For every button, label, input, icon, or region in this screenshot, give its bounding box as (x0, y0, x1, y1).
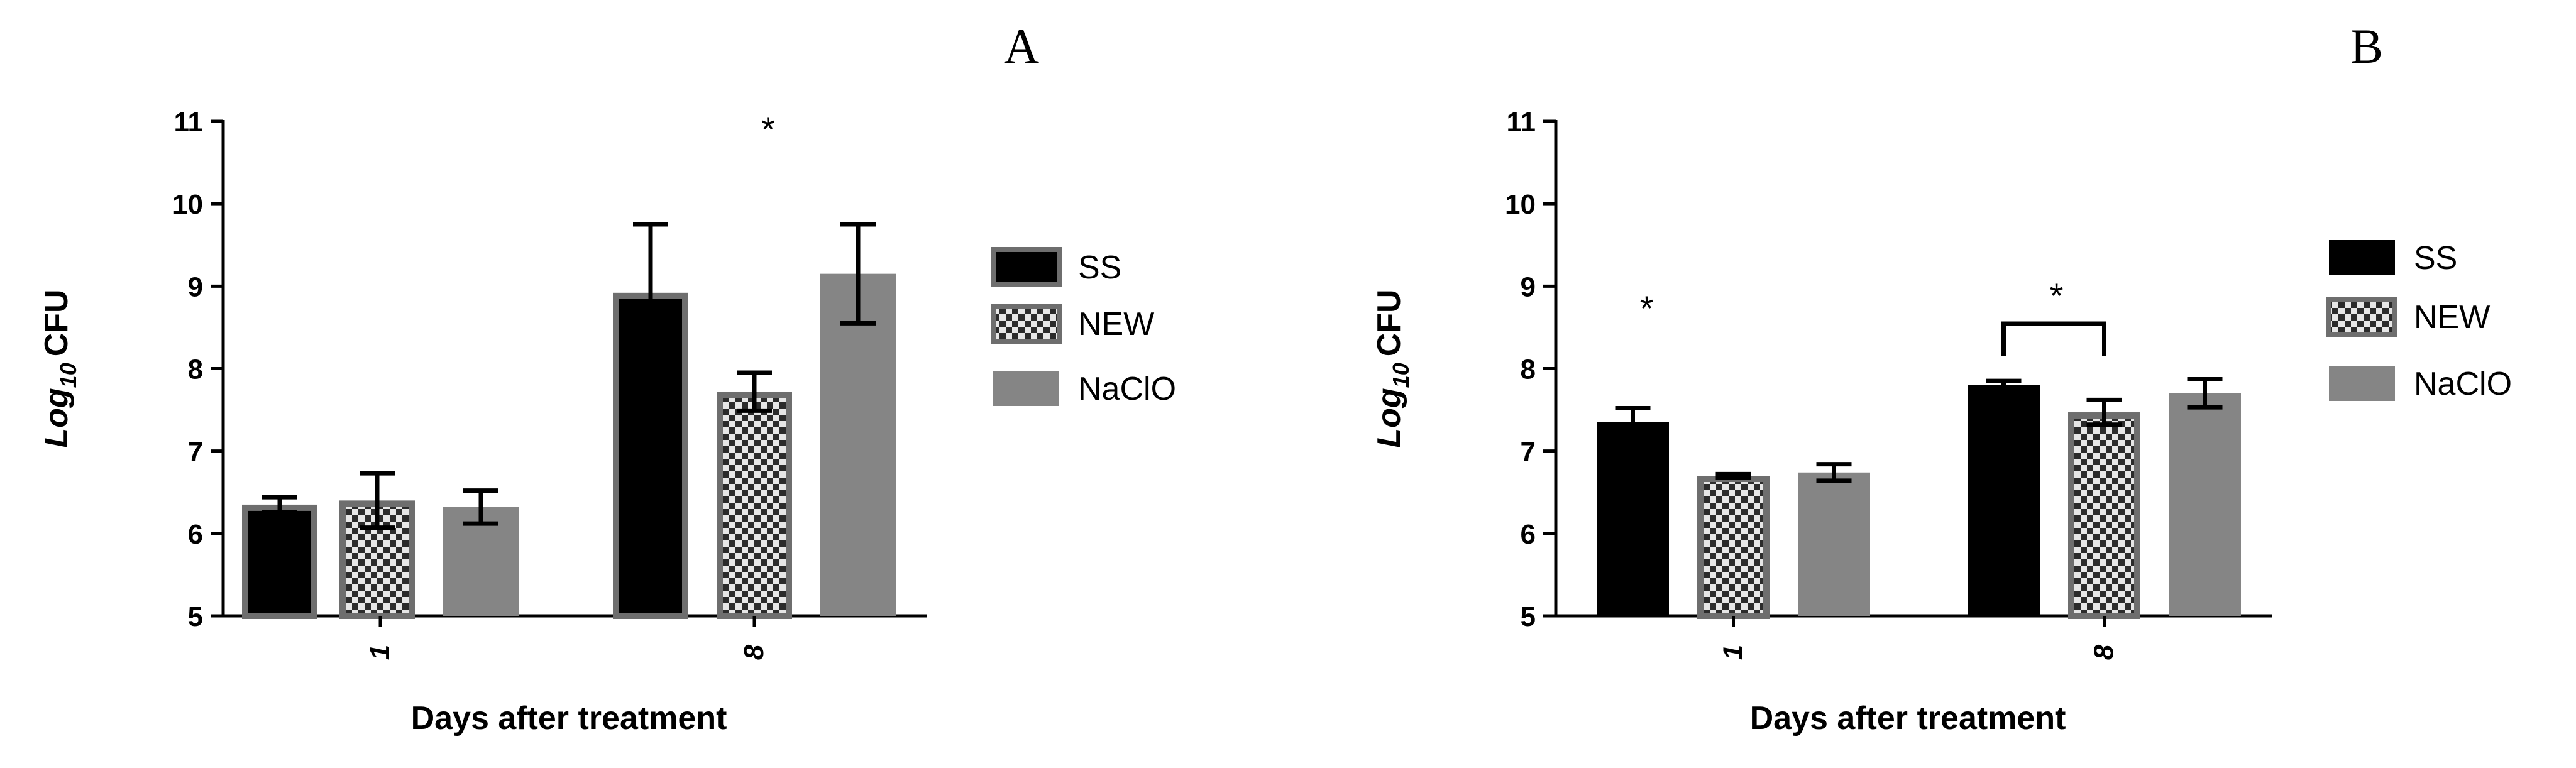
y-tick-label: 9 (1521, 272, 1536, 302)
legend-swatch-new (991, 304, 1062, 344)
legend-label-new: NEW (1078, 306, 1154, 343)
significance-star: * (1640, 288, 1654, 328)
legend-label-ss: SS (2414, 240, 2457, 277)
legend-label-naclo: NaClO (1078, 371, 1176, 407)
bar-naclo-day-1 (1798, 472, 1870, 616)
y-axis-title-unit: CFU (1371, 289, 1407, 356)
y-axis-title: Log10 CFU (1371, 289, 1414, 447)
x-tick-label: 8 (2089, 644, 2120, 660)
y-tick-label: 7 (188, 437, 203, 468)
legend-label-ss: SS (1078, 250, 1121, 286)
bar-new-day-8 (2068, 412, 2140, 619)
x-tick-label: 1 (1718, 645, 1749, 660)
bar-ss-day-1 (242, 504, 317, 619)
significance-bracket (2001, 321, 2106, 356)
legend-swatch-naclo (2329, 366, 2395, 401)
y-tick-label: 6 (188, 519, 203, 550)
x-tick-label: 1 (365, 645, 395, 660)
x-axis-title: Days after treatment (411, 700, 727, 737)
legend-swatch-new (2326, 297, 2397, 337)
legend-label-naclo: NaClO (2414, 366, 2512, 402)
y-tick-label: 6 (1521, 519, 1536, 550)
bar-ss-day-8 (1968, 385, 2040, 616)
legend-swatch-ss (2329, 240, 2395, 275)
bar-ss-day-1 (1597, 422, 1669, 616)
y-axis-title-unit: CFU (38, 289, 75, 356)
panel-label: B (2350, 19, 2383, 74)
y-axis-title: Log10 CFU (38, 289, 81, 447)
legend-swatch-naclo (993, 371, 1059, 406)
y-tick-label: 5 (188, 601, 203, 632)
y-tick-label: 8 (1521, 354, 1536, 385)
bar-naclo-day-8 (2169, 393, 2241, 616)
panel-label: A (1004, 19, 1039, 74)
x-tick-label: 8 (739, 644, 769, 660)
y-axis-title-base: Log (1371, 388, 1407, 447)
y-axis-title-subscript: 10 (55, 363, 81, 388)
y-tick-label: 8 (188, 354, 203, 385)
significance-star: * (2050, 276, 2064, 315)
y-axis-title-base: Log (38, 388, 75, 447)
y-tick-label: 7 (1521, 437, 1536, 468)
y-tick-label: 9 (188, 272, 203, 302)
y-tick-label: 10 (1505, 189, 1536, 220)
y-axis-title-subscript: 10 (1388, 363, 1414, 388)
x-axis-title: Days after treatment (1750, 700, 2066, 737)
legend-label-new: NEW (2414, 299, 2490, 336)
y-tick-label: 11 (1506, 107, 1536, 138)
y-tick-label: 10 (172, 189, 203, 220)
bar-naclo-day-8 (820, 273, 896, 616)
bar-new-day-1 (1697, 476, 1770, 619)
y-tick-label: 11 (173, 107, 203, 138)
significance-star: * (761, 109, 775, 149)
legend-swatch-ss (991, 247, 1062, 287)
y-tick-label: 5 (1521, 601, 1536, 632)
bar-new-day-8 (717, 392, 792, 620)
